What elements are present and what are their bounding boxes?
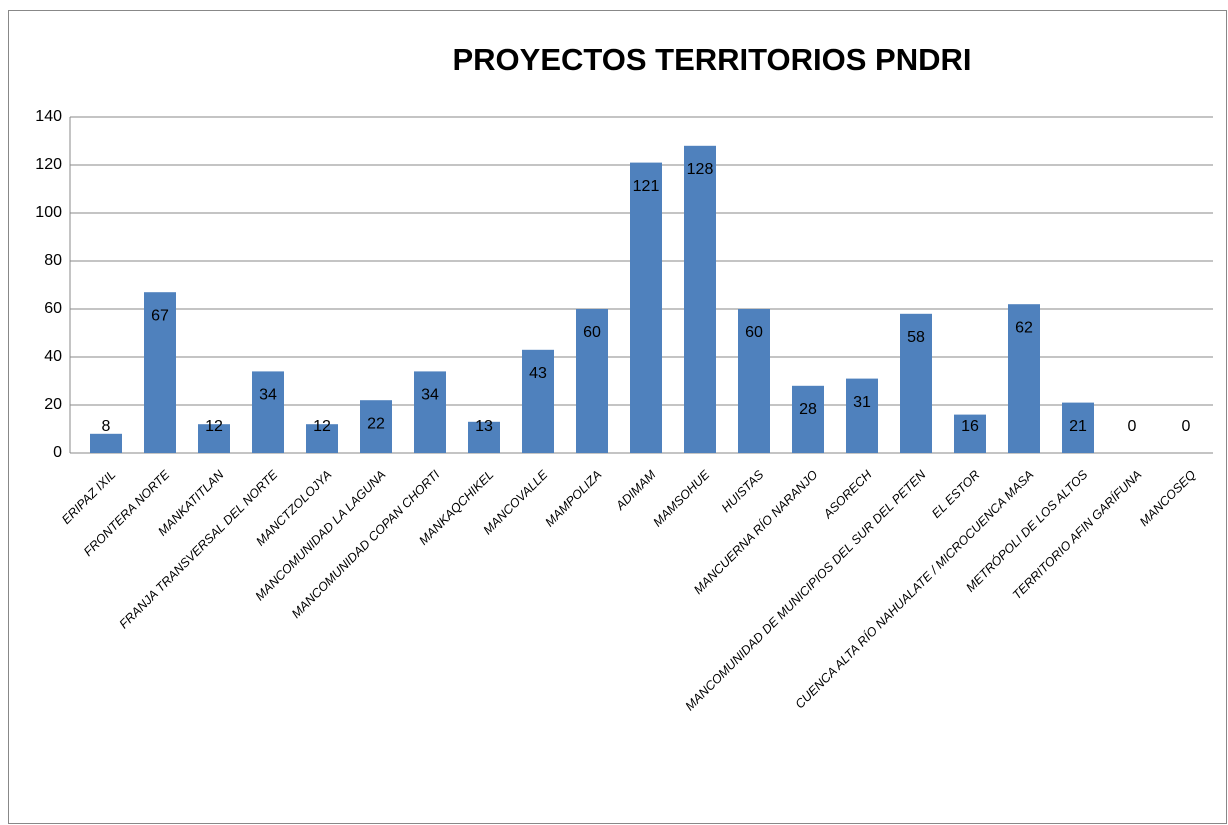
bar bbox=[900, 313, 932, 453]
y-tick-label: 100 bbox=[35, 204, 62, 221]
bar bbox=[738, 309, 770, 453]
y-tick-label: 0 bbox=[53, 444, 62, 461]
data-label: 60 bbox=[583, 324, 601, 341]
data-label: 0 bbox=[1182, 418, 1191, 435]
bar bbox=[954, 414, 986, 453]
bar bbox=[468, 421, 500, 453]
bar bbox=[144, 292, 176, 453]
data-label: 34 bbox=[421, 387, 439, 404]
bar bbox=[306, 424, 338, 453]
y-tick-label: 60 bbox=[44, 300, 62, 317]
bar bbox=[1008, 304, 1040, 453]
bar bbox=[576, 309, 608, 453]
bar bbox=[522, 349, 554, 453]
data-label: 121 bbox=[633, 178, 660, 195]
y-tick-label: 120 bbox=[35, 156, 62, 173]
data-label: 13 bbox=[475, 418, 493, 435]
y-tick-label: 20 bbox=[44, 396, 62, 413]
bar bbox=[252, 371, 284, 453]
data-label: 12 bbox=[205, 418, 223, 435]
data-label: 34 bbox=[259, 387, 277, 404]
bar bbox=[846, 378, 878, 453]
data-label: 31 bbox=[853, 394, 871, 411]
y-tick-label: 140 bbox=[35, 108, 62, 125]
y-tick-label: 40 bbox=[44, 348, 62, 365]
data-label: 60 bbox=[745, 324, 763, 341]
bar bbox=[90, 433, 122, 453]
chart-frame bbox=[8, 10, 1227, 824]
data-label: 22 bbox=[367, 415, 385, 432]
data-label: 43 bbox=[529, 365, 547, 382]
data-label: 28 bbox=[799, 401, 817, 418]
data-label: 58 bbox=[907, 329, 925, 346]
y-tick-label: 80 bbox=[44, 252, 62, 269]
bar bbox=[360, 400, 392, 453]
bar bbox=[1062, 402, 1094, 453]
data-label: 0 bbox=[1128, 418, 1137, 435]
chart-title: PROYECTOS TERRITORIOS PNDRI bbox=[452, 42, 971, 77]
data-label: 67 bbox=[151, 307, 169, 324]
data-label: 62 bbox=[1015, 319, 1033, 336]
data-label: 12 bbox=[313, 418, 331, 435]
bar bbox=[684, 145, 716, 454]
bar bbox=[630, 162, 662, 453]
bar bbox=[198, 424, 230, 453]
data-label: 21 bbox=[1069, 418, 1087, 435]
bar bbox=[792, 385, 824, 453]
data-label: 128 bbox=[687, 161, 714, 178]
bar bbox=[414, 371, 446, 453]
data-label: 16 bbox=[961, 418, 979, 435]
data-label: 8 bbox=[102, 418, 111, 435]
